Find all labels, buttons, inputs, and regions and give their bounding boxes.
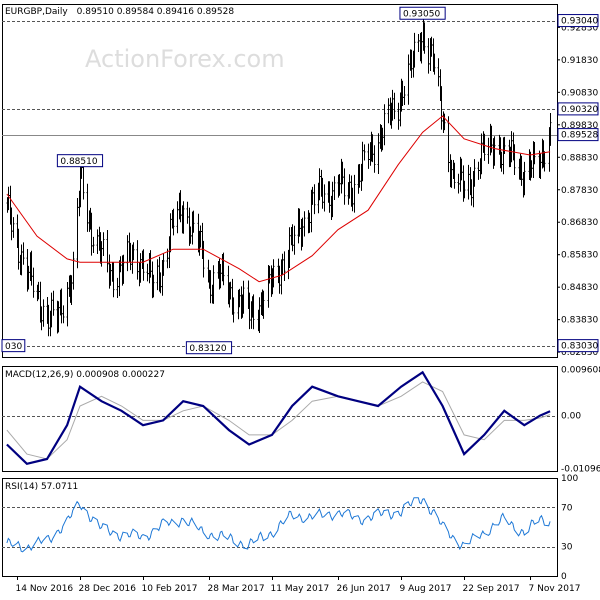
watermark: ActionForex.com xyxy=(85,45,285,73)
price-panel-frame xyxy=(2,4,558,358)
date-tick-label: 14 Nov 2016 xyxy=(16,584,74,594)
macd-signal-line xyxy=(6,381,551,460)
price-annotation-box xyxy=(399,6,446,20)
level-value-label: 0.89528 xyxy=(561,131,598,141)
level-value-box xyxy=(557,14,599,28)
moving-average-line xyxy=(6,115,551,283)
ohlc-values: 0.89510 0.89584 0.89416 0.89528 xyxy=(77,7,235,17)
price-tick-label: 0.89830 xyxy=(561,121,598,131)
level-value-box xyxy=(557,339,599,353)
price-tick-label: 0.83830 xyxy=(561,316,598,326)
level-value-box xyxy=(557,128,599,142)
price-tick-label: 0.92830 xyxy=(561,23,598,33)
date-tick-label: 26 Jun 2017 xyxy=(337,584,391,594)
price-annotation-label: 030 xyxy=(5,342,22,352)
price-annotation-box xyxy=(185,341,233,355)
chart-header: EURGBP,Daily 0.89510 0.89584 0.89416 0.8… xyxy=(5,7,234,17)
price-tick-label: 0.91830 xyxy=(561,56,598,66)
price-tick-label: 0.82830 xyxy=(561,348,598,358)
price-tick-label: 0.86830 xyxy=(561,218,598,228)
level-value-box xyxy=(557,102,599,116)
price-tick-label: 0.88830 xyxy=(561,153,598,163)
rsi-panel-frame xyxy=(2,478,558,577)
date-tick-label: 9 Aug 2017 xyxy=(400,584,452,594)
price-annotation-label: 0.83120 xyxy=(189,344,226,354)
price-annotation-box xyxy=(56,154,104,168)
date-tick-label: 28 Mar 2017 xyxy=(208,584,265,594)
date-tick-label: 10 Feb 2017 xyxy=(142,584,198,594)
rsi-line xyxy=(6,497,551,553)
price-annotation-box xyxy=(1,339,26,353)
date-tick-label: 11 May 2017 xyxy=(271,584,330,594)
symbol-label: EURGBP,Daily xyxy=(5,7,68,17)
price-annotation-label: 0.93050 xyxy=(403,10,440,20)
price-tick-label: 0.85830 xyxy=(561,251,598,261)
date-tick-label: 7 Nov 2017 xyxy=(529,584,581,594)
rsi-label: RSI(14) 57.0711 xyxy=(5,482,78,492)
rsi-tick-label: 100 xyxy=(561,474,578,484)
price-annotation-label: 0.88510 xyxy=(60,157,97,167)
level-value-label: 0.93040 xyxy=(561,17,598,27)
macd-label: MACD(12,26,9) 0.000908 0.000227 xyxy=(5,370,165,380)
rsi-tick-label: 30 xyxy=(561,543,573,553)
level-value-label: 0.83030 xyxy=(561,342,598,352)
price-tick-label: 0.87830 xyxy=(561,186,598,196)
price-tick-label: 0.84830 xyxy=(561,283,598,293)
macd-panel-frame xyxy=(2,366,558,472)
rsi-tick-label: 0 xyxy=(561,572,567,582)
macd-tick-label: 0.00 xyxy=(561,412,581,422)
price-tick-label: 0.90830 xyxy=(561,88,598,98)
level-value-label: 0.90320 xyxy=(561,105,598,115)
macd-line xyxy=(6,370,551,466)
date-tick-label: 28 Dec 2016 xyxy=(79,584,137,594)
date-tick-label: 22 Sep 2017 xyxy=(463,584,520,594)
macd-tick-label: 0.009608 xyxy=(561,365,600,375)
rsi-tick-label: 70 xyxy=(561,503,573,513)
